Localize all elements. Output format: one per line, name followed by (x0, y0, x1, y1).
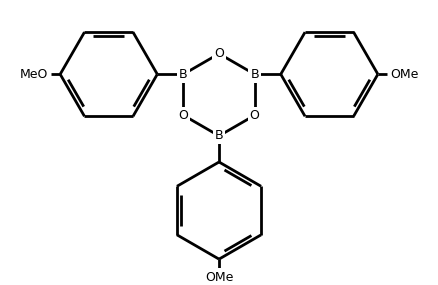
Text: OMe: OMe (205, 271, 233, 284)
Text: O: O (178, 109, 188, 122)
Text: B: B (250, 68, 258, 81)
Text: MeO: MeO (20, 68, 48, 81)
Text: O: O (249, 109, 259, 122)
Text: O: O (214, 47, 223, 60)
Text: B: B (179, 68, 187, 81)
Text: B: B (214, 129, 223, 142)
Text: OMe: OMe (389, 68, 417, 81)
